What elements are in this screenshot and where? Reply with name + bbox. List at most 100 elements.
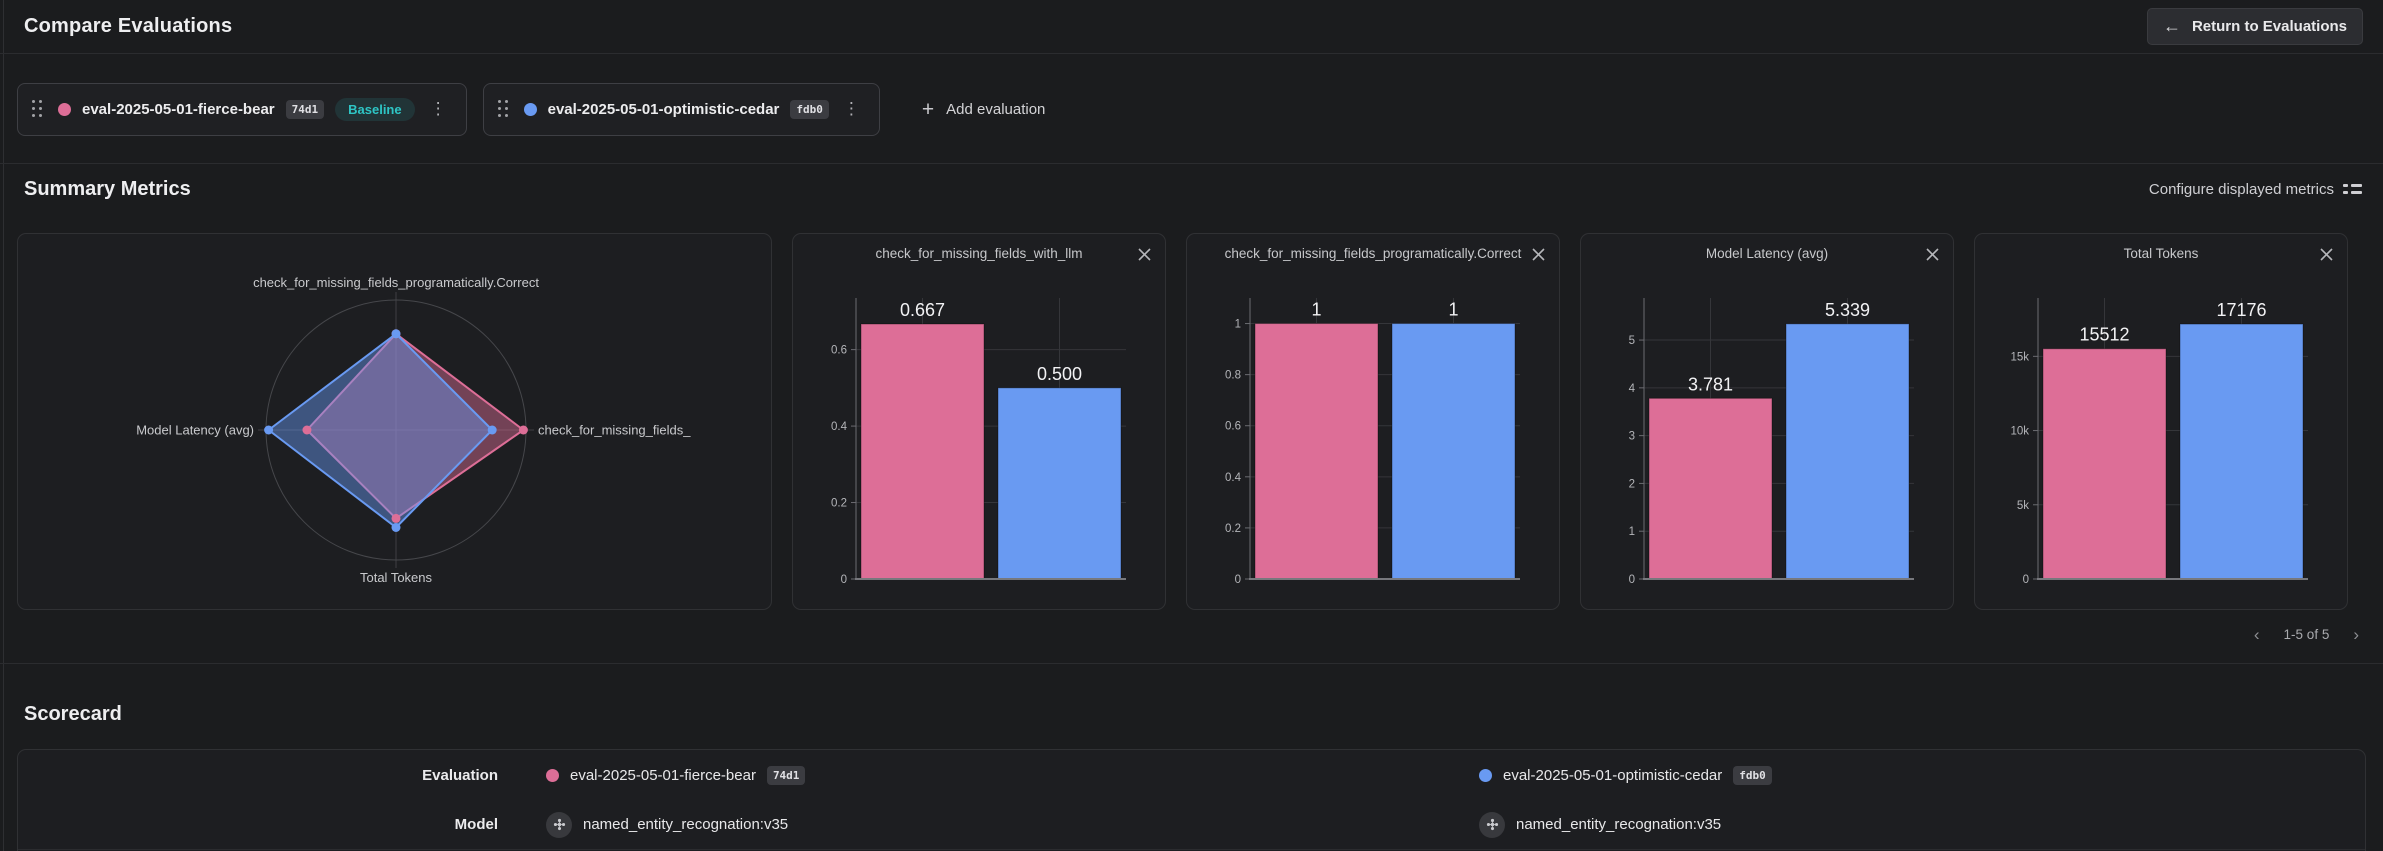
close-icon[interactable] bbox=[1922, 244, 1942, 264]
svg-text:1: 1 bbox=[1235, 319, 1241, 331]
svg-text:0.6: 0.6 bbox=[831, 345, 847, 357]
scorecard-title: Scorecard bbox=[24, 703, 122, 725]
pagination-label: 1-5 of 5 bbox=[2283, 627, 2330, 642]
model-name: named_entity_recognation:v35 bbox=[1516, 816, 1722, 833]
drag-handle-icon[interactable] bbox=[32, 100, 43, 118]
svg-text:5: 5 bbox=[1629, 335, 1635, 347]
model-cell: named_entity_recognation:v35 bbox=[498, 811, 1431, 838]
evaluation-name: eval-2025-05-01-fierce-bear bbox=[570, 766, 756, 784]
svg-text:0.4: 0.4 bbox=[831, 421, 848, 433]
metric-card: Model Latency (avg) 0 1 2 3 4 5 3.781 5.339 bbox=[1580, 233, 1954, 610]
kebab-menu-icon[interactable]: ⋮ bbox=[429, 99, 447, 118]
add-evaluation-button[interactable]: + Add evaluation bbox=[922, 99, 1046, 120]
summary-metrics-header: Summary Metrics Configure displayed metr… bbox=[0, 165, 2383, 213]
svg-text:0: 0 bbox=[1629, 574, 1635, 586]
svg-text:15512: 15512 bbox=[2079, 325, 2129, 345]
metric-card: check_for_missing_fields_programatically… bbox=[1186, 233, 1560, 610]
evaluation-name: eval-2025-05-01-optimistic-cedar bbox=[1503, 766, 1723, 784]
evaluation-chip[interactable]: eval-2025-05-01-optimistic-cedar fdb0 ⋮ bbox=[482, 82, 880, 136]
chart-title: check_for_missing_fields_with_llm bbox=[875, 246, 1083, 261]
svg-text:17176: 17176 bbox=[2216, 300, 2266, 320]
close-icon[interactable] bbox=[1134, 244, 1154, 264]
bar-chart: 0 0.2 0.4 0.6 0.8 1 1 1 bbox=[1187, 234, 1559, 609]
return-button-label: Return to Evaluations bbox=[2191, 18, 2347, 35]
svg-text:Total Tokens: Total Tokens bbox=[360, 570, 433, 585]
svg-text:0.4: 0.4 bbox=[1225, 472, 1242, 484]
chart-title: Model Latency (avg) bbox=[1705, 246, 1829, 261]
svg-text:0: 0 bbox=[2023, 574, 2029, 586]
plus-icon: + bbox=[921, 97, 935, 121]
svg-text:3: 3 bbox=[1629, 431, 1635, 443]
evaluation-chip-baseline[interactable]: eval-2025-05-01-fierce-bear 74d1 Baselin… bbox=[17, 82, 467, 136]
chart-title: Total Tokens bbox=[2123, 246, 2199, 261]
metric-card: Total Tokens 0 5k 10k 15k 15512 17176 bbox=[1974, 233, 2348, 610]
svg-text:5.339: 5.339 bbox=[1825, 300, 1870, 320]
svg-text:10k: 10k bbox=[2010, 426, 2029, 438]
evaluation-color-dot bbox=[546, 768, 559, 782]
kebab-menu-icon[interactable]: ⋮ bbox=[842, 99, 860, 118]
evaluation-id-badge: 74d1 bbox=[285, 99, 325, 119]
configure-label: Configure displayed metrics bbox=[2148, 180, 2334, 198]
svg-text:0.6: 0.6 bbox=[1225, 421, 1241, 433]
summary-metric-cards: check_for_missing_fields_programatically… bbox=[17, 233, 2348, 610]
close-icon[interactable] bbox=[1528, 244, 1548, 264]
evaluation-id-badge: 74d1 bbox=[766, 765, 806, 785]
svg-text:0.8: 0.8 bbox=[1225, 370, 1241, 382]
svg-text:0.2: 0.2 bbox=[831, 498, 847, 510]
scorecard-table: Evaluation eval-2025-05-01-fierce-bear 7… bbox=[17, 749, 2366, 851]
model-cell: named_entity_recognation:v35 bbox=[1431, 811, 2365, 838]
bar-chart: 0 0.2 0.4 0.6 0.667 0.500 bbox=[793, 234, 1165, 609]
evaluation-cell: eval-2025-05-01-fierce-bear 74d1 bbox=[498, 765, 1431, 785]
left-edge-divider bbox=[3, 0, 4, 851]
page-title: Compare Evaluations bbox=[24, 15, 233, 37]
evaluation-id-badge: fdb0 bbox=[1733, 765, 1772, 785]
table-row-evaluation: Evaluation eval-2025-05-01-fierce-bear 7… bbox=[18, 750, 2365, 800]
svg-text:5k: 5k bbox=[2017, 500, 2029, 512]
svg-text:2: 2 bbox=[1629, 478, 1635, 490]
chart-title: check_for_missing_fields_programatically… bbox=[1224, 246, 1522, 261]
chevron-left-icon[interactable]: ‹ bbox=[2253, 625, 2260, 644]
evaluation-name: eval-2025-05-01-fierce-bear bbox=[82, 100, 275, 118]
bar-chart: 0 5k 10k 15k 15512 17176 bbox=[1975, 234, 2347, 609]
svg-text:0.500: 0.500 bbox=[1037, 364, 1082, 384]
summary-metrics-title: Summary Metrics bbox=[24, 177, 191, 200]
bar-chart: 0 1 2 3 4 5 3.781 5.339 bbox=[1581, 234, 1953, 609]
chevron-right-icon[interactable]: › bbox=[2353, 625, 2359, 644]
configure-metrics-icon bbox=[2343, 183, 2362, 194]
drag-handle-icon[interactable] bbox=[497, 100, 509, 118]
row-label: Model bbox=[454, 816, 498, 833]
evaluation-cell: eval-2025-05-01-optimistic-cedar fdb0 bbox=[1431, 765, 2365, 785]
svg-text:15k: 15k bbox=[2010, 351, 2029, 363]
evaluation-color-dot bbox=[58, 102, 71, 116]
model-icon bbox=[546, 811, 572, 838]
model-name: named_entity_recognation:v35 bbox=[583, 816, 789, 833]
row-label: Evaluation bbox=[422, 766, 498, 784]
close-icon[interactable] bbox=[2316, 244, 2336, 264]
svg-text:0: 0 bbox=[1235, 574, 1241, 586]
svg-text:1: 1 bbox=[1311, 300, 1321, 320]
svg-text:0.667: 0.667 bbox=[900, 300, 945, 320]
model-icon bbox=[1479, 811, 1505, 838]
cards-pagination: ‹ 1-5 of 5 › bbox=[2254, 626, 2359, 643]
svg-text:1: 1 bbox=[1629, 526, 1635, 538]
section-divider bbox=[0, 663, 2383, 664]
evaluation-chips-row: eval-2025-05-01-fierce-bear 74d1 Baselin… bbox=[0, 55, 2383, 164]
svg-text:Model Latency (avg): Model Latency (avg) bbox=[136, 423, 254, 438]
configure-displayed-metrics-button[interactable]: Configure displayed metrics bbox=[2149, 181, 2362, 198]
svg-text:1: 1 bbox=[1448, 300, 1458, 320]
evaluation-color-dot bbox=[1479, 768, 1492, 782]
radar-chart: check_for_missing_fields_programatically… bbox=[18, 234, 771, 609]
evaluation-id-badge: fdb0 bbox=[790, 99, 829, 119]
return-to-evaluations-button[interactable]: ← Return to Evaluations bbox=[2146, 8, 2363, 45]
evaluation-name: eval-2025-05-01-optimistic-cedar bbox=[547, 100, 780, 118]
svg-text:0: 0 bbox=[841, 574, 847, 586]
radar-chart-card: check_for_missing_fields_programatically… bbox=[17, 233, 772, 610]
evaluation-color-dot bbox=[523, 102, 537, 116]
back-arrow-icon: ← bbox=[2162, 16, 2181, 36]
baseline-badge: Baseline bbox=[335, 97, 415, 121]
svg-text:check_for_missing_fields_: check_for_missing_fields_ bbox=[538, 423, 691, 438]
page-header: Compare Evaluations ← Return to Evaluati… bbox=[0, 0, 2383, 54]
svg-text:check_for_missing_fields_progr: check_for_missing_fields_programatically… bbox=[253, 275, 539, 290]
svg-text:0.2: 0.2 bbox=[1225, 523, 1241, 535]
